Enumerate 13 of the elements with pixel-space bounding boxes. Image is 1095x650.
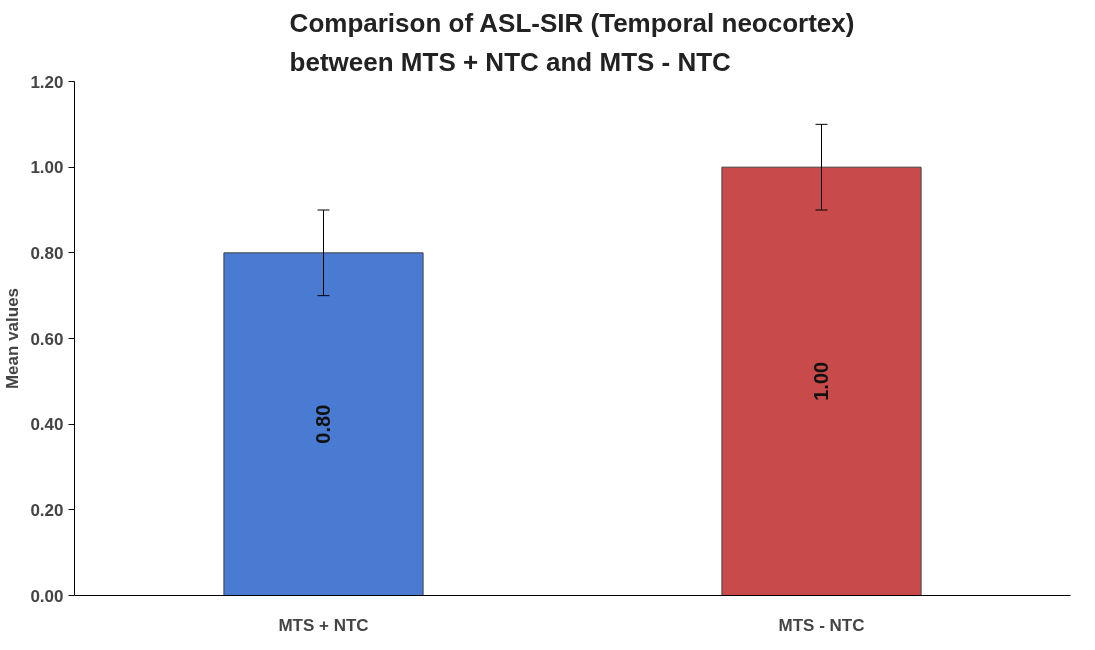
- y-tick-label: 0.40: [30, 415, 64, 435]
- y-tick-label: 0.60: [30, 329, 64, 349]
- y-tick-label: 0.20: [30, 500, 64, 520]
- y-axis-title: Mean values: [3, 287, 23, 390]
- data-label: 0.80: [312, 404, 335, 444]
- y-tick-label: 1.20: [30, 72, 64, 92]
- x-tick-label: MTS + NTC: [278, 615, 369, 635]
- chart-title: Comparison of ASL-SIR (Temporal neocortex) between MTS + NTC and MTS - NTC: [289, 7, 855, 77]
- y-tick-label: 0.80: [30, 243, 64, 263]
- y-tick-label: 1.00: [30, 158, 64, 178]
- x-tick-label: MTS - NTC: [778, 615, 865, 635]
- y-tick-label: 0.00: [30, 586, 64, 606]
- data-label: 1.00: [810, 361, 833, 401]
